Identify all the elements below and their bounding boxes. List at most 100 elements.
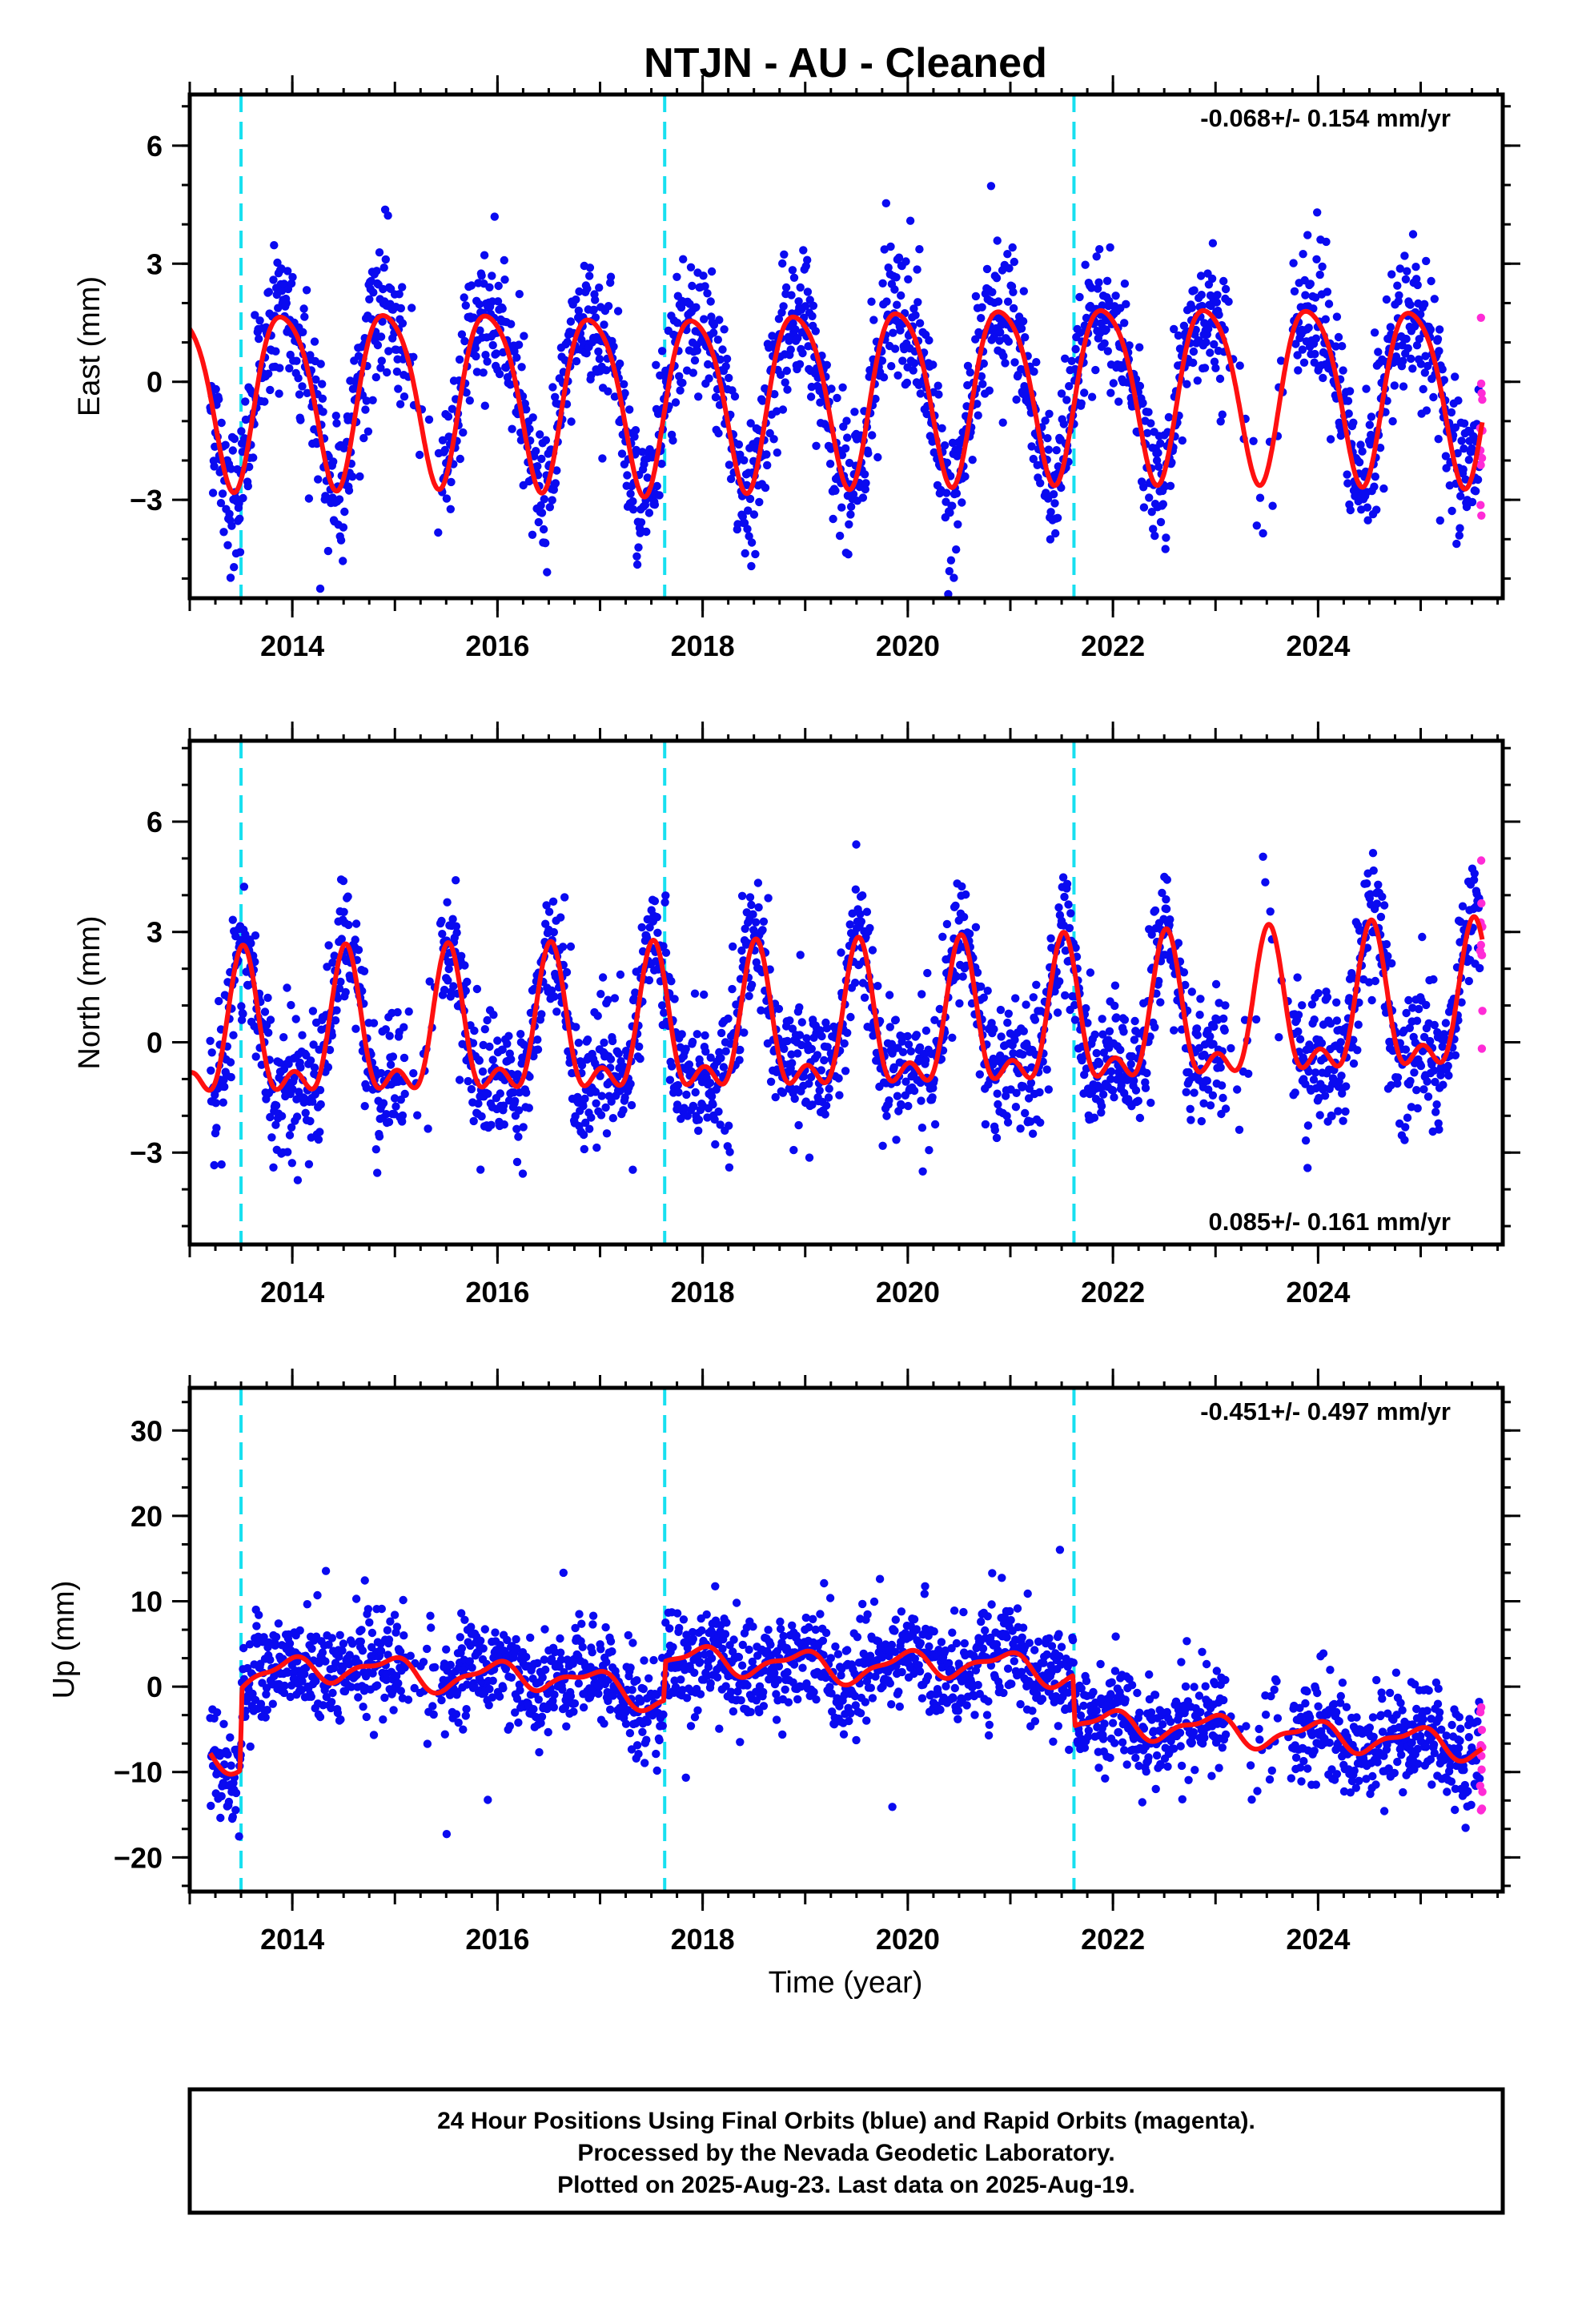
x-tick-label: 2018 xyxy=(671,629,735,662)
data-point xyxy=(1008,243,1017,252)
data-point xyxy=(1057,483,1066,493)
data-point xyxy=(474,1099,483,1108)
data-point xyxy=(812,441,821,450)
data-point xyxy=(379,263,388,272)
data-point xyxy=(793,334,802,343)
data-point xyxy=(1332,998,1341,1007)
data-point xyxy=(1060,892,1069,902)
data-point xyxy=(688,281,697,291)
data-point xyxy=(785,1016,794,1025)
data-point xyxy=(316,1100,325,1109)
data-point xyxy=(485,1684,494,1694)
rapid-point xyxy=(1477,899,1486,908)
data-point xyxy=(1408,364,1417,373)
data-point xyxy=(485,283,494,292)
rapid-point xyxy=(1477,511,1486,520)
data-point xyxy=(424,1124,432,1133)
data-point xyxy=(1311,334,1321,343)
data-point xyxy=(539,525,548,534)
final-orbit-points xyxy=(206,1546,1484,1841)
data-point xyxy=(495,369,504,379)
data-point xyxy=(292,1112,302,1121)
data-point xyxy=(587,1113,596,1122)
data-point xyxy=(1105,296,1114,305)
data-point xyxy=(1100,339,1109,348)
data-point xyxy=(608,1036,617,1046)
data-point xyxy=(764,894,773,903)
data-point xyxy=(336,536,346,545)
data-point xyxy=(1057,389,1066,398)
data-point xyxy=(638,1727,647,1736)
data-point xyxy=(728,984,737,994)
data-point xyxy=(1125,341,1134,350)
data-point xyxy=(1408,230,1418,239)
data-point xyxy=(1208,239,1218,247)
data-point xyxy=(1082,1003,1090,1013)
data-point xyxy=(851,885,861,894)
data-point xyxy=(846,1012,855,1022)
data-point xyxy=(1009,304,1018,313)
data-point xyxy=(589,305,598,314)
data-point xyxy=(634,543,643,552)
data-point xyxy=(1429,975,1438,984)
data-point xyxy=(344,486,354,495)
data-point xyxy=(580,1144,588,1154)
data-point xyxy=(423,1739,432,1748)
data-point xyxy=(704,360,713,369)
data-point xyxy=(271,347,280,356)
data-point xyxy=(667,977,676,986)
data-point xyxy=(426,1611,435,1620)
data-point xyxy=(714,428,723,438)
data-point xyxy=(763,460,772,470)
data-point xyxy=(1431,1108,1440,1116)
x-tick-label: 2020 xyxy=(876,1276,940,1309)
data-point xyxy=(893,371,902,380)
data-point xyxy=(627,1100,636,1110)
data-point xyxy=(526,1633,535,1642)
data-point xyxy=(255,1610,263,1619)
data-point xyxy=(528,530,537,539)
data-point xyxy=(359,1703,367,1711)
data-point xyxy=(277,264,286,273)
data-point xyxy=(313,1590,322,1600)
data-point xyxy=(574,306,583,316)
data-point xyxy=(339,523,348,532)
data-point xyxy=(1252,521,1262,530)
data-point xyxy=(383,211,392,220)
data-point xyxy=(354,1693,363,1702)
data-point xyxy=(518,1169,528,1178)
data-point xyxy=(726,474,736,484)
data-point xyxy=(778,405,788,414)
data-point xyxy=(942,489,951,497)
data-point xyxy=(857,917,866,927)
data-point xyxy=(569,1707,578,1716)
data-point xyxy=(307,1644,316,1653)
data-point xyxy=(479,368,488,377)
data-point xyxy=(596,990,605,999)
data-point xyxy=(323,546,333,556)
data-point xyxy=(1189,347,1199,356)
data-point xyxy=(331,1016,340,1025)
data-point xyxy=(207,1048,216,1057)
data-point xyxy=(210,462,219,471)
data-point xyxy=(974,411,982,420)
data-point xyxy=(1303,1121,1313,1130)
data-point xyxy=(824,1093,833,1102)
data-point xyxy=(686,263,696,271)
data-point xyxy=(1211,364,1220,372)
data-point xyxy=(591,313,600,322)
data-point xyxy=(1135,343,1144,352)
data-point xyxy=(237,427,246,436)
data-point xyxy=(1162,533,1170,542)
data-point xyxy=(751,918,761,927)
data-point xyxy=(817,1031,826,1041)
data-point xyxy=(1032,980,1041,990)
data-point xyxy=(885,1096,893,1105)
data-point xyxy=(304,494,314,503)
data-point xyxy=(299,304,308,313)
data-point xyxy=(1301,1136,1311,1145)
rapid-point xyxy=(1476,460,1485,469)
data-point xyxy=(1235,361,1244,370)
data-point xyxy=(1098,301,1106,310)
